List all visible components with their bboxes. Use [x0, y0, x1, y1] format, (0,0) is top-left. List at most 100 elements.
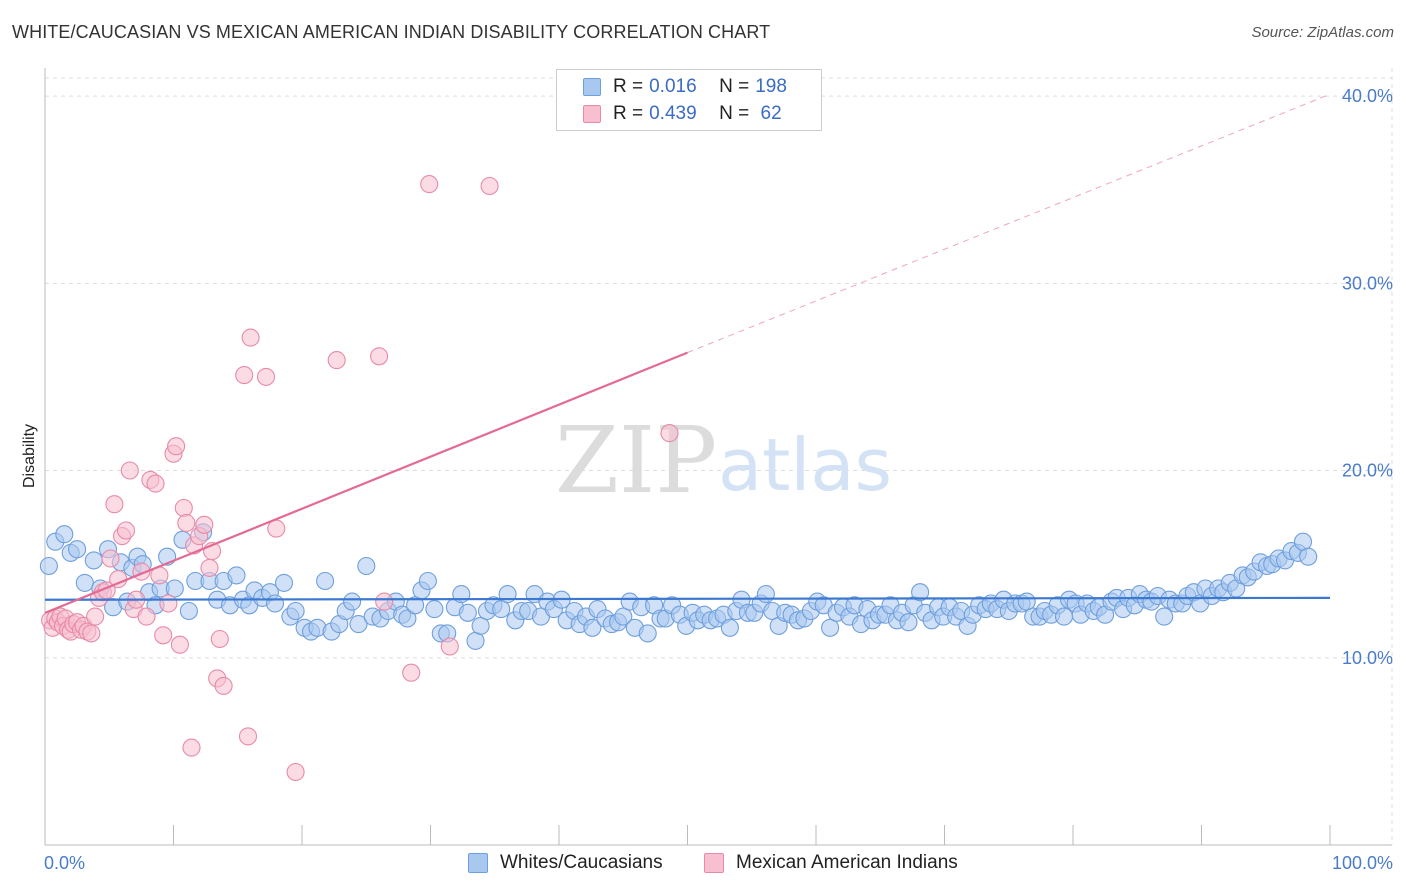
data-point: [402, 663, 421, 682]
data-point: [167, 437, 186, 456]
source-credit: Source: ZipAtlas.com: [1251, 24, 1394, 41]
y-tick-labels: 10.0% 20.0% 30.0% 40.0%: [1342, 86, 1393, 668]
series-swatch-whites: [468, 853, 488, 873]
data-point: [182, 738, 201, 757]
data-point: [418, 571, 437, 591]
y-tick-label: 10.0%: [1342, 648, 1393, 668]
data-point: [82, 624, 101, 643]
data-point: [286, 601, 305, 621]
data-point: [1293, 532, 1313, 551]
trend-line-mexican: [44, 351, 688, 614]
data-point: [105, 495, 124, 514]
x-tick-label-end: 100.0%: [1332, 853, 1393, 873]
data-point: [821, 618, 840, 637]
data-point: [75, 573, 94, 592]
correlation-legend: R = 0.016 N = 198 R = 0.439 N = 62: [556, 69, 822, 131]
legend-n-value: 62: [755, 103, 782, 124]
legend-r-value: 0.439: [649, 103, 697, 124]
data-point: [480, 176, 499, 196]
data-point: [1054, 607, 1074, 626]
data-point: [274, 573, 294, 592]
y-tick-label: 20.0%: [1342, 461, 1393, 481]
data-point: [174, 498, 193, 518]
data-point: [471, 616, 490, 635]
watermark-atlas: atlas: [718, 423, 892, 507]
data-point: [179, 601, 198, 621]
data-point: [68, 540, 87, 559]
data-point: [101, 549, 120, 568]
data-point: [55, 525, 74, 544]
data-point: [170, 635, 189, 654]
series-label-whites: Whites/Caucasians: [500, 852, 663, 873]
data-point: [406, 596, 425, 615]
data-point: [583, 618, 602, 637]
y-tick-label: 30.0%: [1342, 273, 1393, 293]
watermark-zip: ZIP: [555, 407, 717, 514]
series-legend-mexican[interactable]: Mexican American Indians: [704, 852, 958, 874]
data-point: [154, 626, 173, 645]
data-point: [210, 629, 229, 649]
data-point: [177, 513, 196, 533]
trend-lines: [44, 93, 1331, 614]
legend-row-mexican: R = 0.439 N = 62: [583, 101, 782, 127]
y-tick-label: 40.0%: [1342, 86, 1393, 106]
x-tick-labels: 0.0% 100.0%: [44, 853, 1393, 873]
gridlines: [45, 68, 1393, 845]
data-point: [466, 631, 485, 650]
data-point: [756, 585, 775, 604]
legend-n-label: N =: [719, 103, 750, 124]
data-point: [256, 367, 276, 386]
watermark: ZIP atlas: [555, 407, 892, 514]
data-point: [349, 615, 368, 634]
data-point: [458, 603, 477, 622]
data-point: [425, 600, 444, 619]
legend-n-value: 198: [755, 76, 787, 97]
data-point: [720, 618, 739, 637]
data-point: [660, 424, 679, 443]
series-legend: Whites/Caucasians Mexican American India…: [0, 852, 1406, 876]
data-point: [39, 556, 58, 576]
legend-swatch-mexican: [583, 105, 601, 123]
data-point: [235, 366, 254, 385]
legend-r-label: R =: [613, 76, 644, 97]
data-point: [120, 461, 139, 480]
data-point: [440, 637, 459, 656]
data-point: [370, 347, 389, 366]
chart-title: WHITE/CAUCASIAN VS MEXICAN AMERICAN INDI…: [12, 22, 771, 42]
trend-extension-mexican: [687, 93, 1331, 354]
data-point: [492, 600, 511, 619]
data-point: [241, 328, 260, 347]
data-point: [159, 594, 178, 613]
data-point: [146, 474, 165, 493]
data-point: [357, 556, 376, 576]
trend-line-whites: [44, 596, 1331, 601]
series-legend-whites[interactable]: Whites/Caucasians: [468, 852, 663, 874]
data-point: [265, 594, 285, 613]
data-point: [638, 624, 657, 643]
series-swatch-mexican: [704, 853, 724, 873]
data-point: [214, 676, 233, 695]
y-axis-label: Disability: [21, 424, 38, 488]
data-point: [1017, 592, 1036, 611]
legend-row-whites: R = 0.016 N = 198: [583, 74, 787, 100]
legend-r-value: 0.016: [649, 76, 697, 97]
data-point: [1299, 547, 1318, 566]
legend-n-label: N =: [719, 76, 750, 97]
legend-swatch-whites: [583, 78, 601, 96]
data-point: [375, 592, 394, 611]
data-point: [86, 607, 105, 626]
data-point: [343, 592, 362, 611]
legend-r-label: R =: [613, 103, 644, 124]
data-point: [84, 551, 103, 570]
data-point: [899, 613, 918, 632]
data-points: [39, 175, 1318, 782]
data-point: [1155, 607, 1174, 626]
data-point: [420, 175, 439, 194]
data-point: [911, 583, 930, 602]
data-point: [200, 558, 219, 577]
data-point: [614, 607, 633, 626]
data-point: [137, 607, 156, 626]
data-point: [195, 515, 214, 534]
data-point: [238, 727, 258, 746]
